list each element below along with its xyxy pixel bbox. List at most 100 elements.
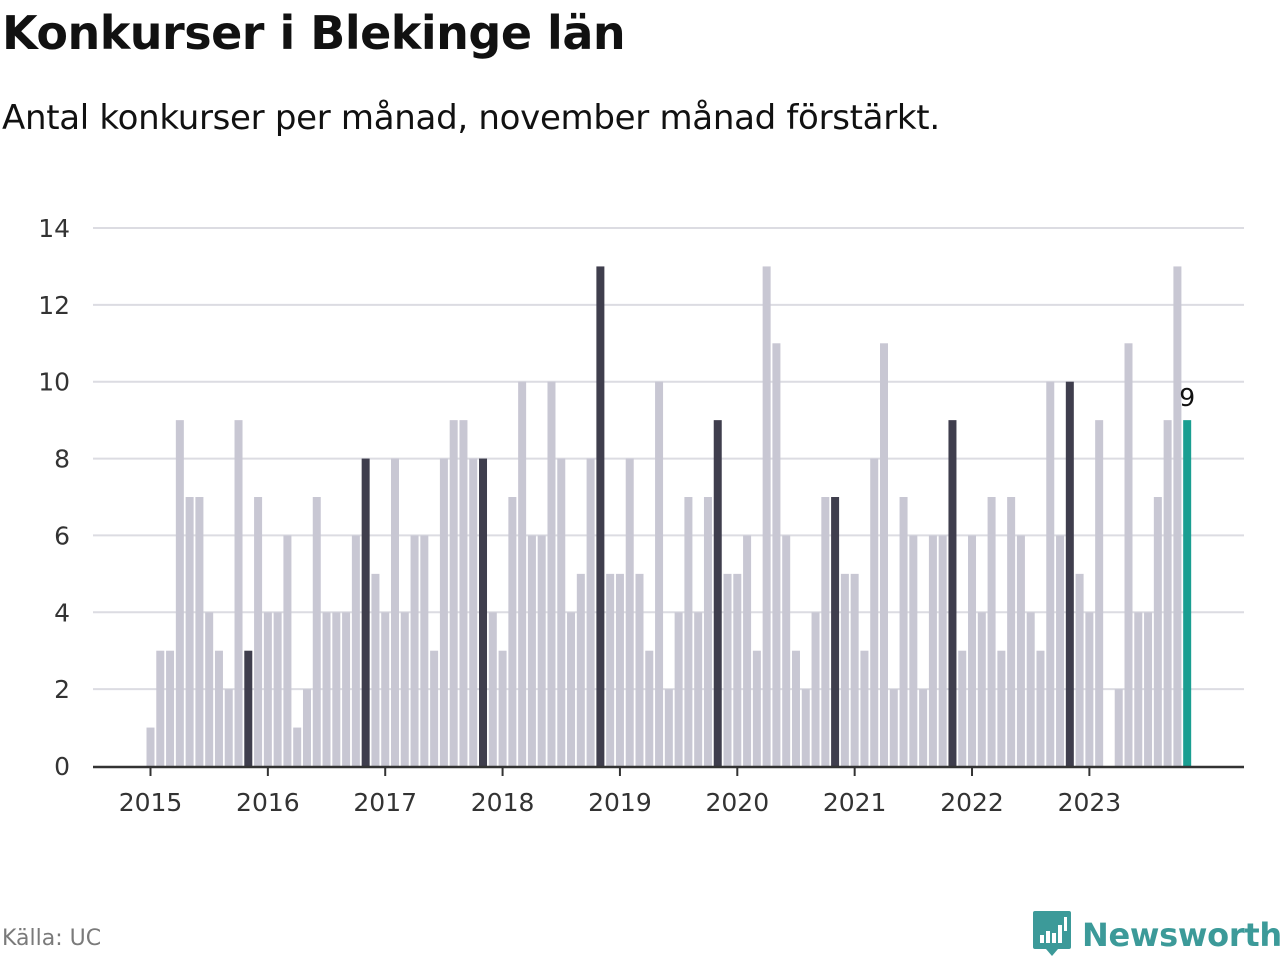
bar [263, 612, 272, 766]
bar [1007, 497, 1016, 766]
bar [1056, 535, 1065, 766]
y-tick-label: 4 [54, 598, 70, 627]
bar [1095, 420, 1104, 766]
y-tick-label: 0 [54, 752, 70, 781]
bar [342, 612, 351, 766]
bar [361, 458, 370, 766]
bar [234, 420, 243, 766]
bar [439, 458, 448, 766]
brand-logo: Newsworthy [1032, 910, 1280, 960]
bar [537, 535, 546, 766]
bar [273, 612, 282, 766]
bar [909, 535, 918, 766]
bar [410, 535, 419, 766]
bar [870, 458, 879, 766]
bar [674, 612, 683, 766]
bar [1183, 420, 1192, 766]
bar [1163, 420, 1172, 766]
bar [586, 458, 595, 766]
x-tick-label: 2015 [119, 788, 183, 817]
bar [381, 612, 390, 766]
x-tick-label: 2022 [940, 788, 1004, 817]
bar [1144, 612, 1153, 766]
y-tick-label: 8 [54, 445, 70, 474]
bar [547, 381, 556, 766]
bar [860, 650, 869, 766]
bar [899, 497, 908, 766]
bar [664, 689, 673, 766]
bar [430, 650, 439, 766]
bar [302, 689, 311, 766]
y-tick-label: 14 [38, 214, 70, 243]
bar [508, 497, 517, 766]
bar [420, 535, 429, 766]
bar [968, 535, 977, 766]
bar [156, 650, 165, 766]
bar [312, 497, 321, 766]
bar [1075, 573, 1084, 766]
bar [527, 535, 536, 766]
bar [703, 497, 712, 766]
bar [635, 573, 644, 766]
bars [146, 266, 1192, 766]
bar [195, 497, 204, 766]
bar [332, 612, 341, 766]
bar [479, 458, 488, 766]
bar [557, 458, 566, 766]
bar [1016, 535, 1025, 766]
bar [1173, 266, 1182, 766]
y-tick-label: 10 [38, 368, 70, 397]
bar [1085, 612, 1094, 766]
bar [1046, 381, 1055, 766]
bar [655, 381, 664, 766]
y-tick-label: 6 [54, 521, 70, 550]
bar [606, 573, 615, 766]
bar [576, 573, 585, 766]
bar [850, 573, 859, 766]
bar [977, 612, 986, 766]
y-tick-label: 12 [38, 291, 70, 320]
bar [958, 650, 967, 766]
bar [752, 650, 761, 766]
bar [224, 689, 233, 766]
bar [880, 343, 888, 766]
axes [93, 765, 1244, 776]
bar [166, 650, 175, 766]
bar [322, 612, 331, 766]
labels: 0 2 4 6 8 10 12 14 9 2015 2016 2017 2018 2019 2020 2021… [38, 214, 1195, 817]
bar [146, 727, 155, 766]
bar [391, 458, 399, 766]
bar [772, 343, 781, 766]
bar [214, 650, 223, 766]
bar-chart-speech-bubble-icon [1032, 909, 1072, 961]
latest-value-label: 9 [1179, 383, 1195, 412]
bar [831, 497, 840, 766]
bar [889, 689, 898, 766]
bar [801, 689, 810, 766]
bar [400, 612, 409, 766]
bar [997, 650, 1006, 766]
bar [1036, 650, 1045, 766]
bar [987, 497, 996, 766]
bar [811, 612, 820, 766]
x-tick-label: 2021 [823, 788, 887, 817]
bar [175, 420, 184, 766]
bar [684, 497, 693, 766]
bar [948, 420, 957, 766]
bar [518, 381, 527, 766]
bar [596, 266, 605, 766]
bar-chart: 0 2 4 6 8 10 12 14 9 2015 2016 2017 2018 2019 2020 2021… [38, 214, 1244, 817]
bar [919, 689, 928, 766]
x-tick-label: 2020 [705, 788, 769, 817]
brand-name: Newsworthy [1082, 916, 1280, 954]
bar [625, 458, 634, 766]
bar [723, 573, 732, 766]
x-tick-label: 2023 [1058, 788, 1122, 817]
bar [488, 612, 497, 766]
bar [1134, 612, 1143, 766]
bar [449, 420, 458, 766]
x-tick-label: 2019 [588, 788, 652, 817]
bar [293, 727, 302, 766]
bar [371, 573, 380, 766]
bar [283, 535, 292, 766]
